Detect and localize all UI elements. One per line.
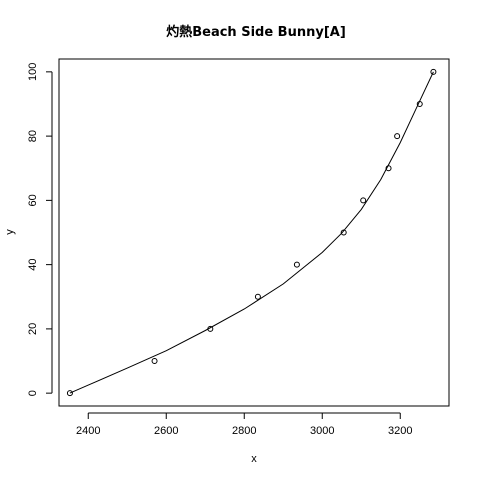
- x-tick-label: 3000: [310, 425, 334, 437]
- data-point: [207, 325, 214, 332]
- data-point: [340, 229, 347, 236]
- y-axis: 0 20 40 60 80 100: [27, 63, 53, 396]
- x-axis-label: x: [251, 453, 257, 465]
- y-tick-label: 20: [27, 323, 39, 335]
- data-point: [151, 358, 158, 365]
- chart-title: 灼熱Beach Side Bunny[A]: [166, 24, 346, 40]
- data-point: [254, 293, 261, 300]
- x-tick-label: 3200: [388, 425, 412, 437]
- data-point: [360, 197, 367, 204]
- data-point: [293, 261, 300, 268]
- data-point: [416, 100, 423, 107]
- x-tick-label: 2400: [76, 425, 100, 437]
- data-point: [385, 165, 392, 172]
- data-point: [66, 390, 73, 397]
- y-tick-label: 40: [27, 259, 39, 271]
- y-tick-label: 80: [27, 130, 39, 142]
- y-tick-label: 0: [27, 390, 39, 396]
- plot-area: [58, 58, 450, 407]
- data-point: [394, 133, 401, 140]
- y-axis-label: y: [4, 229, 16, 235]
- x-tick-label: 2600: [154, 425, 178, 437]
- data-series: [66, 68, 437, 397]
- y-tick-label: 100: [27, 63, 39, 81]
- x-axis: 2400 2600 2800 3000 3200: [76, 412, 412, 437]
- y-tick-label: 60: [27, 194, 39, 206]
- data-point: [430, 68, 437, 75]
- fit-curve: [69, 71, 434, 394]
- x-tick-label: 2800: [232, 425, 256, 437]
